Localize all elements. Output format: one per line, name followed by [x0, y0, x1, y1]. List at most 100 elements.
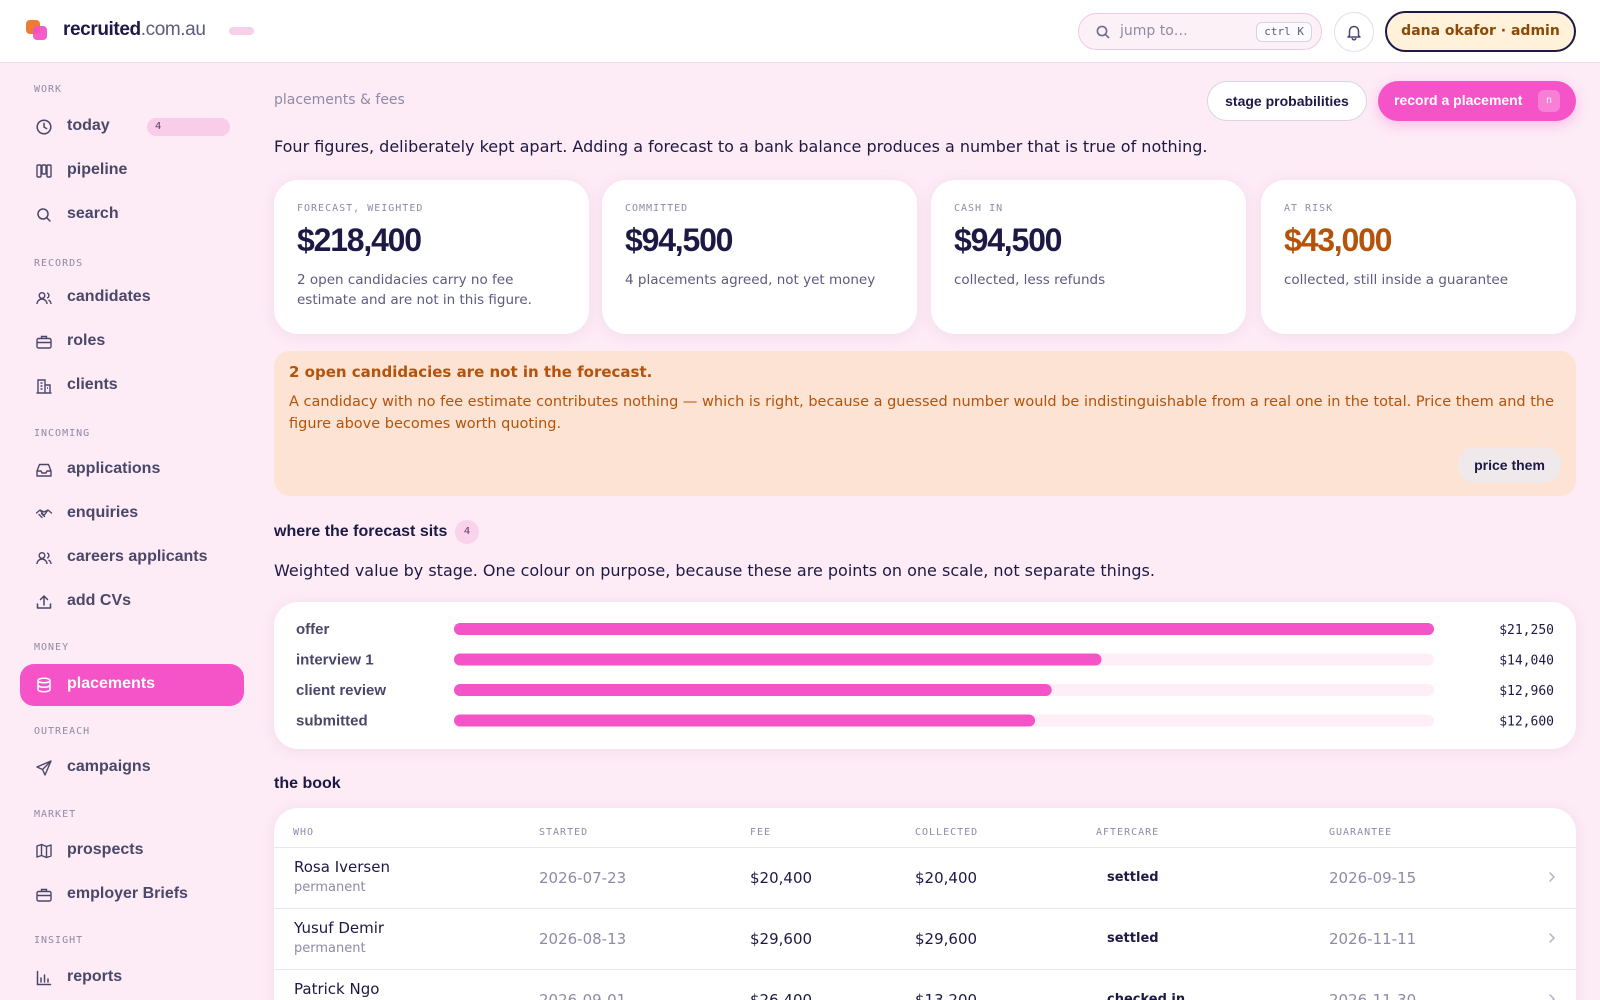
kpi-note: 2 open candidacies carry no fee estimate… [297, 272, 532, 308]
kpi-label: CASH IN [954, 203, 1004, 214]
row-aftercare-status: settled [1107, 870, 1159, 885]
column-header-who[interactable]: WHO [293, 827, 315, 838]
row-started: 2026-07-23 [539, 869, 627, 887]
sidebar-item-careers-applicants[interactable]: careers applicants [20, 537, 244, 579]
sidebar-item-candidates[interactable]: candidates [20, 277, 244, 319]
jump-to-search[interactable]: jump to… ctrl K [1078, 13, 1322, 50]
sidebar-item-label: applications [67, 460, 161, 477]
chart-category-label: client review [296, 682, 386, 699]
chart-bar [454, 653, 1102, 666]
chart-category-label: offer [296, 621, 329, 638]
chart-value-label: $14,040 [1499, 654, 1554, 669]
row-guarantee: 2026-09-15 [1329, 869, 1417, 887]
page-lede: Four figures, deliberately kept apart. A… [274, 137, 1208, 156]
sidebar-section-market: MARKET [34, 809, 77, 820]
forecast-subtitle: Weighted value by stage. One colour on p… [274, 561, 1155, 580]
sidebar-item-label: placements [67, 675, 156, 692]
row-type: permanent [294, 880, 366, 895]
kpi-label: FORECAST, WEIGHTED [297, 203, 424, 214]
sidebar-item-add-cvs[interactable]: add CVs [20, 581, 244, 623]
brand-name-text: recruited [63, 19, 141, 40]
kpi-value: $218,400 [297, 222, 422, 258]
sidebar-item-roles[interactable]: roles [20, 321, 244, 363]
sidebar-item-label: clients [67, 376, 118, 393]
kpi-value: $94,500 [625, 222, 733, 258]
sidebar-item-enquiries[interactable]: enquiries [20, 493, 244, 535]
sidebar-item-reports[interactable]: reports [20, 957, 244, 999]
top-bar: recruited.com.au jump to… ctrl K dana ok… [0, 0, 1600, 63]
row-collected: $29,600 [915, 930, 978, 948]
sidebar-item-search[interactable]: search [20, 194, 244, 236]
chart-bar [454, 684, 1052, 696]
search-placeholder: jump to… [1120, 23, 1188, 39]
sidebar-item-prospects[interactable]: prospects [20, 830, 244, 872]
row-aftercare-status: checked in [1107, 992, 1186, 1000]
sidebar-item-employer-briefs[interactable]: employer Briefs [20, 874, 244, 916]
notifications-button[interactable] [1334, 12, 1374, 52]
forecast-warning-banner: 2 open candidacies are not in the foreca… [274, 351, 1576, 496]
kpi-label: COMMITTED [625, 203, 689, 214]
table-row[interactable]: Patrick Ngo 2026-09-01 $26,400 $13,200 c… [274, 970, 1576, 1000]
column-header-started[interactable]: STARTED [539, 827, 589, 838]
column-header-collected[interactable]: COLLECTED [915, 827, 979, 838]
chart-bar [454, 714, 1036, 727]
row-guarantee: 2026-11-30 [1329, 991, 1417, 1000]
search-icon [37, 208, 51, 222]
sidebar-item-label: enquiries [67, 504, 139, 521]
handshake-icon [35, 509, 53, 519]
chart-value-label: $21,250 [1499, 623, 1554, 638]
sidebar-item-today[interactable]: today 4 [20, 106, 244, 148]
search-icon [1096, 25, 1110, 39]
chart-bar [454, 623, 1434, 635]
brand-logo-icon[interactable] [26, 20, 48, 42]
table-row[interactable]: Yusuf Demir permanent 2026-08-13 $29,600… [274, 909, 1576, 970]
sidebar-item-clients[interactable]: clients [20, 365, 244, 407]
stage-probabilities-button[interactable]: stage probabilities [1207, 81, 1367, 121]
brand-name[interactable]: recruited.com.au [63, 19, 206, 41]
search-shortcut-badge: ctrl K [1256, 22, 1312, 42]
bell-icon [1347, 25, 1361, 41]
record-placement-button[interactable]: record a placement n [1378, 81, 1576, 121]
breadcrumb: placements & fees [274, 92, 405, 108]
column-header-guarantee[interactable]: GUARANTEE [1329, 827, 1393, 838]
today-count-badge: 4 [147, 118, 230, 136]
row-name: Patrick Ngo [294, 980, 380, 998]
sidebar-item-label: careers applicants [67, 548, 208, 565]
sidebar-item-label: prospects [67, 841, 144, 858]
row-fee: $29,600 [750, 930, 813, 948]
kpi-card-cash-in: CASH IN $94,500 collected, less refunds [931, 180, 1246, 334]
send-icon [36, 760, 52, 776]
sidebar-section-incoming: INCOMING [34, 428, 91, 439]
sidebar-section-outreach: OUTREACH [34, 726, 91, 737]
forecast-by-stage-chart: offer $21,250 interview 1 $14,040 client rev… [274, 602, 1576, 749]
row-aftercare-status: settled [1107, 931, 1159, 946]
brand-tld: .com.au [140, 19, 206, 40]
sidebar-item-campaigns[interactable]: campaigns [20, 747, 244, 789]
chart-category-label: submitted [296, 713, 368, 730]
price-them-button[interactable]: price them [1458, 447, 1561, 483]
warning-title: 2 open candidacies are not in the foreca… [289, 363, 653, 381]
user-menu-button[interactable]: dana okafor · admin [1385, 11, 1576, 52]
sidebar-item-pipeline[interactable]: pipeline [20, 150, 244, 192]
chevron-right-icon [1549, 872, 1556, 882]
sidebar-item-label: employer Briefs [67, 885, 188, 902]
users-icon [36, 292, 52, 305]
upload-icon [36, 595, 52, 609]
environment-pill [229, 27, 254, 35]
column-header-aftercare[interactable]: AFTERCARE [1096, 827, 1160, 838]
row-fee: $26,400 [750, 991, 813, 1000]
table-row[interactable]: Rosa Iversen permanent 2026-07-23 $20,40… [274, 848, 1576, 909]
sidebar-section-records: RECORDS [34, 258, 84, 269]
sidebar-item-applications[interactable]: applications [20, 449, 244, 491]
chart-value-label: $12,960 [1499, 684, 1554, 699]
column-header-fee[interactable]: FEE [750, 827, 772, 838]
record-placement-label: record a placement [1394, 92, 1523, 108]
sidebar-section-work: WORK [34, 84, 63, 95]
sidebar-item-placements[interactable]: placements [20, 664, 244, 706]
kpi-card-at-risk: AT RISK $43,000 collected, still inside … [1261, 180, 1576, 334]
row-name: Yusuf Demir [294, 919, 385, 937]
kpi-note: collected, less refunds [954, 272, 1106, 288]
kpi-value: $43,000 [1284, 222, 1392, 258]
book-section-title: the book [274, 775, 341, 792]
chart-category-label: interview 1 [296, 652, 374, 669]
